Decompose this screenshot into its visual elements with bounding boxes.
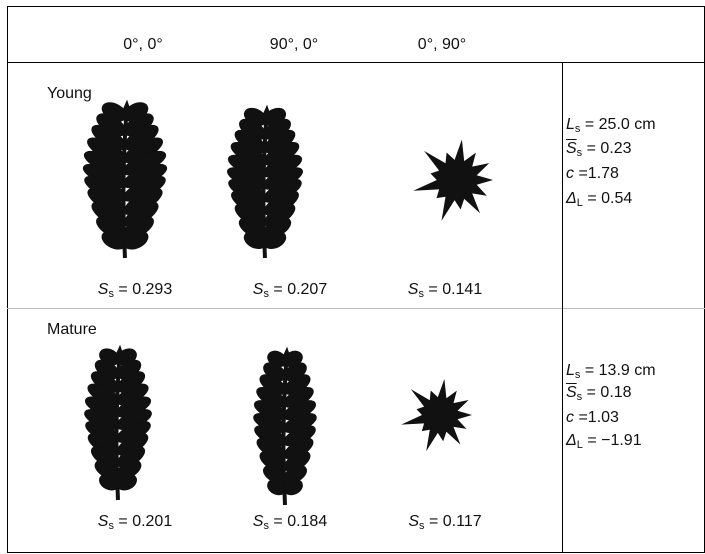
sparsity-label: Ss = 0.117 bbox=[408, 513, 482, 532]
value: = −1.91 bbox=[587, 432, 642, 449]
subscript: s bbox=[418, 288, 424, 300]
subscript: s bbox=[574, 123, 581, 135]
value: = 0.18 bbox=[586, 384, 632, 401]
value: =1.78 bbox=[578, 165, 619, 182]
subscript: s bbox=[576, 391, 583, 403]
sparsity-label: Ss = 0.207 bbox=[252, 281, 328, 300]
value: = 0.207 bbox=[273, 281, 328, 298]
stat-line: ΔL = 0.54 bbox=[566, 190, 633, 209]
value: = 13.9 cm bbox=[584, 362, 656, 379]
row-label: Mature bbox=[47, 321, 97, 338]
tip bbox=[118, 99, 134, 120]
value: =1.03 bbox=[578, 409, 619, 426]
sparsity-label: Ss = 0.293 bbox=[97, 281, 173, 300]
plant-silhouette bbox=[253, 346, 317, 506]
subscript: s bbox=[576, 147, 583, 159]
symbol: S bbox=[408, 513, 420, 530]
column-header: 0°, 0° bbox=[123, 36, 163, 53]
leaf bbox=[116, 473, 137, 491]
subscript: s bbox=[419, 520, 425, 532]
plant-silhouette bbox=[84, 344, 152, 501]
stat-line: Ls = 25.0 cm bbox=[566, 116, 656, 135]
value: = 25.0 cm bbox=[584, 116, 656, 133]
symbol: L bbox=[566, 116, 575, 133]
tip bbox=[111, 344, 127, 365]
stat-line: c =1.78 bbox=[566, 165, 619, 183]
tip bbox=[258, 104, 274, 125]
subscript: s bbox=[108, 288, 114, 300]
value: = 0.141 bbox=[428, 281, 483, 298]
symbol: S bbox=[566, 384, 577, 401]
stat-line: c =1.03 bbox=[566, 409, 619, 427]
plant-silhouette bbox=[82, 99, 168, 259]
symbol: S bbox=[97, 281, 109, 298]
subscript: L bbox=[576, 197, 583, 209]
symbol: Δ bbox=[566, 432, 577, 449]
subscript: L bbox=[576, 439, 583, 451]
symbol: S bbox=[97, 513, 109, 530]
row-label: Young bbox=[47, 85, 92, 102]
symbol: S bbox=[252, 513, 264, 530]
stat-line: ΔL = −1.91 bbox=[566, 432, 642, 451]
value: = 0.201 bbox=[118, 513, 173, 530]
value: = 0.184 bbox=[273, 513, 328, 530]
stat-line: Ss = 0.18 bbox=[566, 384, 632, 403]
leaf bbox=[283, 478, 303, 496]
rosette-silhouette bbox=[413, 139, 493, 221]
symbol: c bbox=[566, 409, 574, 426]
symbol: L bbox=[566, 362, 575, 379]
sparsity-label: Ss = 0.201 bbox=[97, 513, 173, 532]
subscript: s bbox=[108, 520, 114, 532]
value: = 0.293 bbox=[118, 281, 173, 298]
sparsity-label: Ss = 0.141 bbox=[407, 281, 483, 300]
symbol: Δ bbox=[566, 190, 577, 207]
column-header: 0°, 90° bbox=[417, 36, 467, 53]
leaf bbox=[263, 231, 287, 249]
subscript: s bbox=[263, 288, 269, 300]
subscript: s bbox=[574, 369, 581, 381]
value: = 0.23 bbox=[586, 140, 632, 157]
column-header: 90°, 0° bbox=[269, 36, 319, 53]
stat-line: Ls = 13.9 cm bbox=[566, 362, 656, 381]
subscript: s bbox=[263, 520, 269, 532]
symbol: S bbox=[407, 281, 419, 298]
symbol: S bbox=[252, 281, 264, 298]
sparsity-label: Ss = 0.184 bbox=[252, 513, 328, 532]
rosette-silhouette bbox=[401, 379, 472, 452]
symbol: c bbox=[566, 165, 574, 182]
value: = 0.54 bbox=[587, 190, 633, 207]
plant-silhouette bbox=[227, 104, 303, 259]
stat-line: Ss = 0.23 bbox=[566, 140, 632, 159]
value: = 0.117 bbox=[428, 513, 482, 530]
leaf bbox=[123, 230, 149, 250]
symbol: S bbox=[566, 140, 577, 157]
tip bbox=[278, 346, 294, 367]
